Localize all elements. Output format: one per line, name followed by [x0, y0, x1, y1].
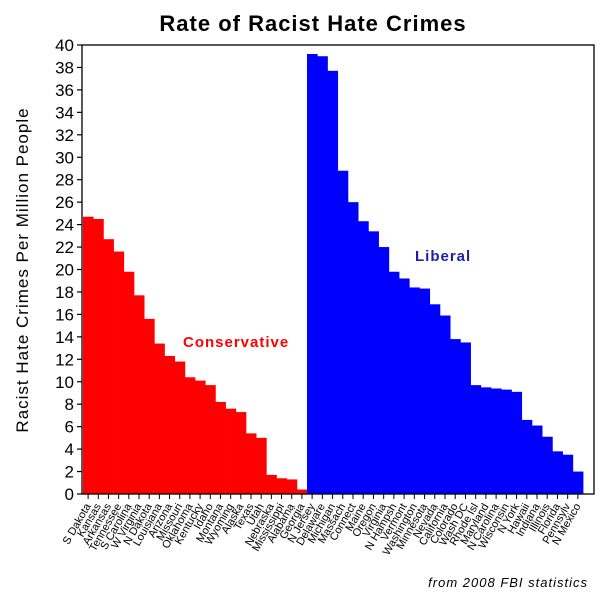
bar-conservative-1	[93, 218, 104, 495]
bars-group	[83, 53, 584, 495]
y-tick-label-0: 0	[65, 485, 74, 504]
bar-liberal-11	[419, 288, 431, 494]
bar-liberal-24	[552, 451, 563, 494]
y-tick-label-16: 32	[55, 126, 74, 145]
bar-conservative-18	[266, 474, 277, 494]
bar-liberal-12	[429, 304, 441, 494]
y-tick-label-4: 8	[65, 395, 74, 414]
bar-liberal-22	[531, 425, 543, 494]
y-tick-label-10: 20	[55, 261, 74, 280]
bar-liberal-18	[491, 388, 502, 494]
y-tick-label-3: 6	[65, 418, 74, 437]
bar-liberal-16	[470, 385, 482, 494]
bar-conservative-15	[235, 412, 247, 494]
y-tick-label-18: 36	[55, 81, 74, 100]
bar-liberal-9	[399, 278, 410, 494]
y-tick-label-14: 28	[55, 171, 74, 190]
bar-conservative-11	[195, 380, 206, 494]
bar-conservative-14	[225, 408, 237, 494]
y-tick-label-2: 4	[65, 440, 74, 459]
bar-conservative-21	[296, 489, 308, 494]
bar-conservative-13	[215, 401, 226, 494]
conservative-group-label: Conservative	[183, 334, 289, 351]
source-note: from 2008 FBI statistics	[428, 575, 588, 590]
bar-conservative-8	[164, 355, 176, 494]
bar-conservative-9	[174, 361, 186, 494]
bar-conservative-17	[256, 437, 267, 495]
bar-conservative-20	[286, 479, 298, 494]
bar-liberal-20	[511, 391, 523, 494]
liberal-group-label: Liberal	[415, 248, 471, 265]
y-tick-label-1: 2	[65, 463, 74, 482]
bar-liberal-2	[327, 70, 339, 494]
bar-conservative-16	[245, 433, 257, 494]
y-tick-label-9: 18	[55, 283, 74, 302]
chart-title: Rate of Racist Hate Crimes	[159, 11, 466, 36]
y-tick-label-7: 14	[55, 328, 74, 347]
bar-liberal-26	[572, 471, 584, 494]
bar-liberal-4	[347, 202, 359, 494]
bar-liberal-19	[501, 389, 512, 494]
y-tick-label-15: 30	[55, 148, 74, 167]
bar-liberal-3	[337, 170, 349, 494]
bar-conservative-7	[154, 343, 165, 494]
y-tick-label-12: 24	[55, 216, 74, 235]
bar-liberal-7	[378, 247, 390, 494]
bar-liberal-13	[439, 315, 451, 494]
bar-liberal-6	[368, 231, 379, 494]
bar-conservative-3	[113, 251, 125, 494]
bar-liberal-15	[460, 342, 471, 494]
y-axis-label: Racist Hate Crimes Per Million People	[13, 107, 32, 432]
bar-liberal-21	[521, 419, 533, 494]
y-tick-label-19: 38	[55, 58, 74, 77]
bar-conservative-12	[205, 385, 216, 494]
y-tick-label-6: 12	[55, 350, 74, 369]
bar-conservative-6	[144, 318, 155, 494]
bar-liberal-14	[450, 339, 461, 494]
bar-conservative-2	[103, 239, 114, 494]
bar-liberal-5	[358, 221, 369, 495]
bar-conservative-0	[83, 216, 94, 495]
y-tick-label-13: 26	[55, 193, 74, 212]
bar-liberal-0	[307, 53, 318, 494]
bar-conservative-5	[133, 295, 145, 494]
bar-liberal-23	[542, 436, 553, 494]
bar-conservative-4	[123, 271, 135, 494]
bar-conservative-10	[184, 377, 196, 494]
y-tick-label-5: 10	[55, 373, 74, 392]
bar-liberal-17	[480, 387, 492, 494]
y-tick-label-17: 34	[55, 103, 74, 122]
y-tick-label-8: 16	[55, 305, 74, 324]
y-tick-label-20: 40	[55, 36, 74, 55]
bar-liberal-1	[317, 56, 328, 494]
bar-liberal-25	[562, 454, 574, 494]
bar-conservative-19	[276, 478, 288, 494]
bar-liberal-8	[388, 271, 400, 494]
y-tick-label-11: 22	[55, 238, 74, 257]
bar-liberal-10	[409, 287, 420, 494]
